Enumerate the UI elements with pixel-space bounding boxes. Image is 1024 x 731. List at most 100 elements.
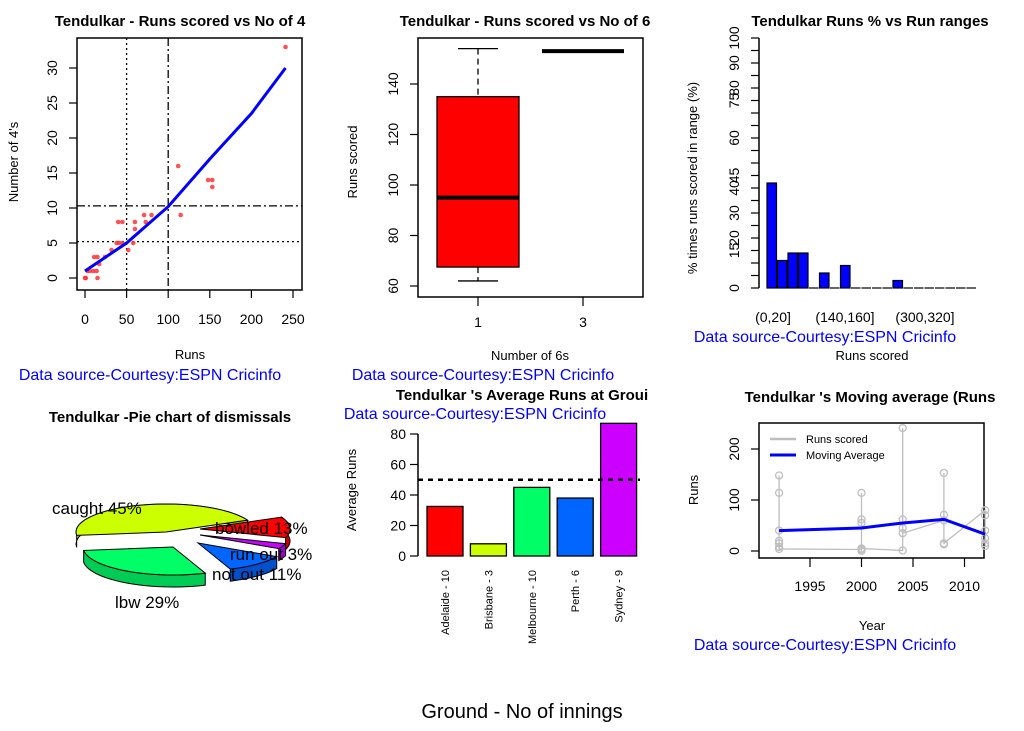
ma-runs-point (980, 541, 990, 551)
hist-bar (797, 252, 809, 289)
scatter-point (91, 268, 96, 274)
ma-runs-point (898, 423, 907, 433)
ma-title: Tendulkar 's Moving average (Runs (745, 389, 996, 406)
pie-slice (199, 534, 287, 550)
scatter-fit-line (84, 67, 287, 273)
box-xtick-label: 3 (579, 314, 587, 330)
scatter-xtick-label: 250 (281, 311, 305, 327)
scatter-point (95, 254, 100, 260)
ground-ytick-label: 0 (398, 548, 406, 564)
ma-runs-point (898, 546, 907, 555)
hist-xtick-label: (300,320] (895, 309, 954, 325)
ma-moving-average-line (779, 517, 986, 536)
scatter-xtick-label: 50 (119, 311, 135, 327)
hist-bar (892, 279, 904, 289)
hist-ytick-label: 90 (726, 55, 742, 71)
legend-ma-label: Moving Average (806, 450, 885, 462)
box-ytick-label: 100 (385, 173, 401, 197)
source-note-2: Data source-Courtesy:ESPN Cricinfo (352, 367, 614, 384)
ground-xtick-label: Melbourne - 10 (527, 570, 539, 644)
hist-xtick-label: (140,160] (815, 309, 874, 325)
ma-xtick-label: 1995 (794, 578, 825, 594)
pie-slice-label: bowled 13% (215, 519, 308, 538)
ma-frame (758, 422, 985, 559)
scatter-point (283, 44, 288, 50)
ma-ytick-label: 100 (726, 488, 742, 512)
hist-title: Tendulkar Runs % vs Run ranges (751, 13, 988, 30)
ma-runs-point (774, 471, 784, 480)
ma-runs-point (980, 506, 990, 515)
ground-bar (556, 497, 594, 557)
ma-ylabel: Runs (686, 474, 701, 505)
source-note-1: Data source-Courtesy:ESPN Cricinfo (19, 367, 281, 384)
panel-boxplot-sixes: Tendulkar - Runs scored vs No of 6 60 80 1… (345, 13, 650, 384)
box-xlabel: Number of 6s (491, 348, 570, 363)
ground-bar (513, 486, 551, 557)
ground-ytick-label: 40 (390, 487, 406, 503)
scatter-point (205, 177, 211, 183)
box-ytick-label: 60 (385, 278, 401, 294)
pie-slice-label: lbw 29% (115, 593, 179, 612)
scatter-point (141, 212, 147, 218)
ma-runs-point (980, 511, 990, 520)
ma-runs-point (939, 539, 949, 548)
ma-runs-line (778, 428, 986, 552)
ma-runs-point (774, 544, 784, 554)
pie-title: Tendulkar -Pie chart of dismissals (49, 409, 291, 426)
source-note-5: Data source-Courtesy:ESPN Cricinfo (694, 637, 956, 654)
scatter-point (178, 212, 183, 218)
hist-ytick-label: 80 (726, 80, 742, 96)
scatter-xtick-label: 0 (81, 311, 89, 327)
ma-runs-point (939, 468, 949, 478)
box-title: Tendulkar - Runs scored vs No of 6 (400, 13, 651, 30)
pie-slice-label: caught 45% (52, 499, 142, 518)
box-frame (417, 37, 644, 298)
ma-runs-point (857, 488, 866, 498)
hist-ytick-label: 30 (726, 205, 742, 221)
scatter-point (120, 219, 125, 225)
hist-ytick-label: 45 (726, 168, 742, 184)
ma-runs-point (857, 546, 866, 556)
ma-xtick-label: 2010 (949, 578, 980, 594)
ma-runs-point (774, 536, 784, 545)
source-note-4: Data source-Courtesy:ESPN Cricinfo (344, 406, 606, 423)
box-ytick-label: 120 (385, 123, 401, 147)
hist-xtick-label: (0,20] (755, 309, 791, 325)
legend-runs-label: Runs scored (806, 434, 868, 446)
hist-bar (839, 264, 851, 289)
ground-xtick-label: Adelaide - 10 (440, 570, 452, 635)
scatter-point (116, 240, 122, 246)
box-iqr (436, 95, 520, 268)
panel-moving-average: Tendulkar 's Moving average (Runs 0 100 20… (686, 389, 995, 654)
ground-bar (469, 543, 508, 557)
scatter-xtick-label: 100 (157, 311, 181, 327)
ground-ytick-label: 20 (390, 518, 406, 534)
scatter-point (83, 275, 89, 281)
scatter-point (209, 184, 215, 190)
ground-xtick-label: Sydney - 9 (614, 570, 626, 623)
scatter-point (132, 226, 138, 232)
ma-ytick-label: 0 (726, 547, 742, 555)
scatter-xlabel: Runs (175, 347, 206, 362)
scatter-point (95, 275, 100, 281)
panel-pie-dismissals: Tendulkar -Pie chart of dismissals caugh… (49, 409, 312, 612)
ma-legend: Runs scored Moving Average (770, 434, 885, 462)
hist-ytick-label: 20 (726, 230, 742, 246)
pie-slice-label: run out 3% (230, 545, 312, 564)
scatter-point (130, 240, 136, 246)
pie-slice (75, 503, 250, 536)
ma-xtick-label: 2000 (846, 578, 877, 594)
scatter-ytick-label: 5 (44, 239, 60, 247)
panel-ground-averages: Tendulkar 's Average Runs at Groui Data … (344, 387, 648, 723)
scatter-ytick-label: 30 (44, 60, 60, 76)
scatter-title: Tendulkar - Runs scored vs No of 4 (55, 13, 306, 30)
ground-xlabel: Ground - No of innings (421, 701, 622, 723)
hist-ylabel: % times runs scored in range (%) (685, 82, 700, 274)
scatter-point (115, 219, 121, 225)
scatter-point (94, 268, 99, 274)
hist-ytick-label: 75 (726, 93, 742, 109)
scatter-point (175, 163, 181, 169)
ma-runs-point (857, 518, 866, 528)
scatter-point (91, 254, 97, 260)
